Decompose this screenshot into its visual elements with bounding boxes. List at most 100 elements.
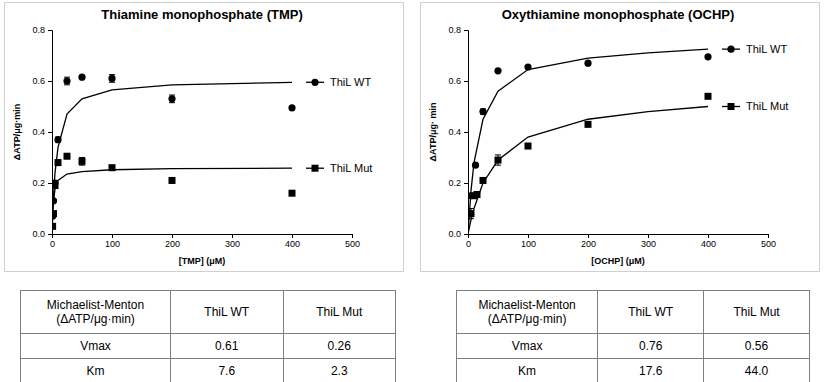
data-point	[63, 77, 70, 84]
y-tick-mark	[464, 183, 468, 184]
table-row: Vmax0.610.26	[21, 334, 396, 359]
y-tick-mark	[48, 132, 52, 133]
y-tick-label: 0.8	[32, 25, 45, 35]
chart-panel: 01002003004005000.00.20.40.60.8[TMP] (μM…	[5, 3, 404, 272]
y-tick: 0.6	[448, 76, 468, 86]
summary-table: Michaelist-Menton(ΔATP/μg·min)ThiL WTThi…	[20, 290, 396, 382]
table-cell: Vmax	[21, 334, 171, 359]
data-point	[288, 104, 295, 111]
x-tick-label: 0	[50, 239, 55, 249]
marks	[468, 49, 712, 234]
x-tick: 100	[105, 234, 120, 249]
table-cell: Vmax	[457, 334, 598, 359]
error-bar	[169, 95, 175, 103]
y-tick: 0.4	[32, 127, 52, 137]
data-point	[79, 158, 86, 165]
table-row: Vmax0.760.56	[457, 334, 810, 359]
y-tick-label: 0.4	[32, 127, 45, 137]
y-tick-label: 0.8	[448, 25, 461, 35]
x-tick: 400	[285, 234, 300, 249]
x-axis-line	[53, 235, 353, 239]
legend-label: ThiL WT	[330, 76, 371, 88]
x-tick-mark	[352, 234, 353, 238]
marks	[52, 74, 296, 234]
y-tick-label: 0.2	[32, 178, 45, 188]
error-bar	[55, 160, 61, 165]
x-axis-title: [OCHP] (μM)	[591, 256, 645, 266]
legend-label: ThiL Mut	[746, 100, 788, 112]
plot-area: 01002003004005000.00.20.40.60.8[TMP] (μM…	[12, 25, 372, 266]
x-tick-mark	[588, 234, 589, 238]
table-cell: 0.26	[283, 334, 396, 359]
table-cell: 2.3	[283, 359, 396, 382]
y-axis-title: ΔATP/μg· min	[428, 103, 438, 162]
data-point	[704, 53, 711, 60]
data-point	[585, 121, 592, 128]
table-cell: 17.6	[598, 359, 704, 382]
panel-frame	[421, 3, 820, 272]
x-tick-mark	[232, 234, 233, 238]
data-point	[289, 190, 296, 197]
x-tick-mark	[708, 234, 709, 238]
y-tick: 0.0	[32, 229, 52, 239]
x-tick-mark	[112, 234, 113, 238]
y-tick: 0.6	[32, 76, 52, 86]
data-point	[168, 95, 175, 102]
legend-label: ThiL WT	[746, 43, 787, 55]
legend-marker	[728, 103, 735, 110]
x-tick-label: 100	[521, 239, 536, 249]
x-tick-mark	[292, 234, 293, 238]
table-header-cell: ThiL Mut	[704, 291, 810, 334]
table-header-row: Michaelist-Menton(ΔATP/μg·min)ThiL WTThi…	[457, 291, 810, 334]
table-row: Km17.644.0	[457, 359, 810, 382]
y-tick-mark	[464, 30, 468, 31]
x-tick-label: 300	[641, 239, 656, 249]
legend: ThiL WT ThiL Mut	[306, 76, 372, 174]
chart-title: Thiamine monophosphate (TMP)	[101, 7, 303, 22]
legend-entry: ThiL WT	[306, 76, 371, 88]
error-bar	[64, 77, 70, 85]
y-tick-mark	[48, 81, 52, 82]
x-axis: 0100200300400500	[466, 234, 776, 249]
y-axis: 0.00.20.40.60.8	[448, 25, 468, 239]
y-tick-label: 0.6	[448, 76, 461, 86]
legend-entry: ThiL WT	[722, 43, 787, 55]
legend-label: ThiL Mut	[330, 162, 372, 174]
legend-marker	[727, 46, 734, 53]
x-tick-label: 400	[701, 239, 716, 249]
error-bar	[109, 75, 115, 83]
table-cell: 0.56	[704, 334, 810, 359]
x-tick: 400	[701, 234, 716, 249]
table-cell: 7.6	[171, 359, 284, 382]
x-tick: 100	[521, 234, 536, 249]
table-header-cell: Michaelist-Menton(ΔATP/μg·min)	[21, 291, 171, 334]
x-tick-label: 400	[285, 239, 300, 249]
y-tick: 0.2	[32, 178, 52, 188]
x-tick-label: 500	[761, 239, 776, 249]
legend-marker	[312, 165, 319, 172]
x-tick-mark	[172, 234, 173, 238]
data-point	[705, 93, 712, 100]
y-tick-label: 0.0	[448, 229, 461, 239]
x-tick-label: 300	[225, 239, 240, 249]
x-axis-line	[469, 235, 769, 239]
data-point	[64, 153, 71, 160]
table-cell: 0.76	[598, 334, 704, 359]
legend-entry: ThiL Mut	[722, 100, 788, 112]
table-header-cell: ThiL Mut	[283, 291, 396, 334]
header-line: (ΔATP/μg·min)	[56, 312, 135, 326]
fit-line	[468, 49, 708, 234]
header-line: Michaelist-Menton	[47, 298, 144, 312]
table-cell: 0.61	[171, 334, 284, 359]
table-header-cell: ThiL WT	[598, 291, 704, 334]
fit-line	[52, 168, 292, 234]
x-tick-label: 200	[165, 239, 180, 249]
legend-marker	[311, 79, 318, 86]
y-tick-label: 0.2	[448, 178, 461, 188]
y-axis-line	[464, 31, 469, 235]
fit-line	[52, 82, 292, 234]
data-point	[584, 60, 591, 67]
table-row: Km7.62.3	[21, 359, 396, 382]
x-tick: 200	[165, 234, 180, 249]
x-tick: 200	[581, 234, 596, 249]
